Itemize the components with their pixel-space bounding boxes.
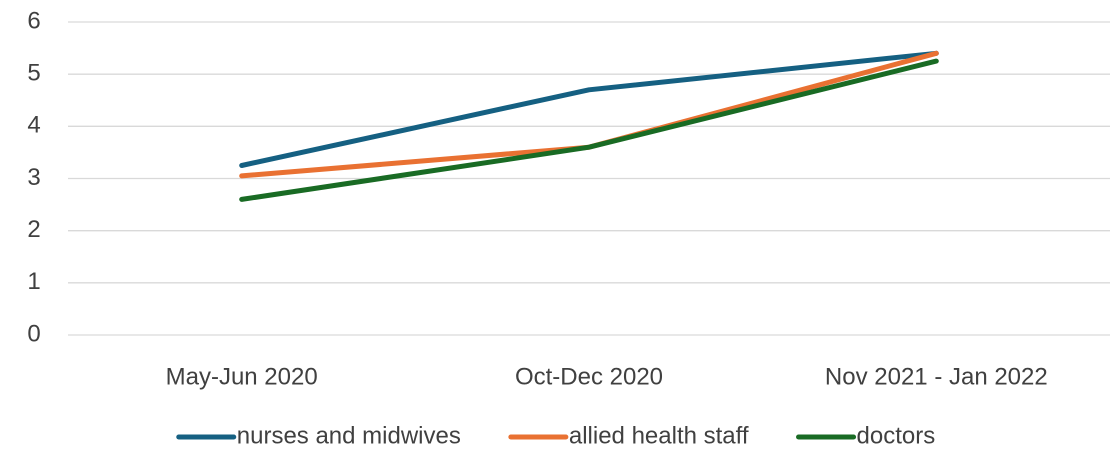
series-line [239,58,939,202]
y-tick-label: 3 [27,164,40,191]
x-tick-label: Nov 2021 - Jan 2022 [825,363,1048,390]
legend-label: nurses and midwives [237,422,461,449]
legend-label: allied health staff [569,422,749,449]
x-tick-label: May-Jun 2020 [166,363,318,390]
x-tick-label: Oct-Dec 2020 [515,363,663,390]
series-line [239,50,939,179]
y-tick-label: 5 [27,60,40,87]
y-tick-label: 1 [27,268,40,295]
y-tick-label: 2 [27,216,40,243]
series-line [239,50,939,168]
y-tick-label: 4 [27,112,40,139]
legend-label: doctors [857,422,936,449]
y-tick-label: 0 [27,320,40,347]
y-tick-label: 6 [27,7,40,34]
